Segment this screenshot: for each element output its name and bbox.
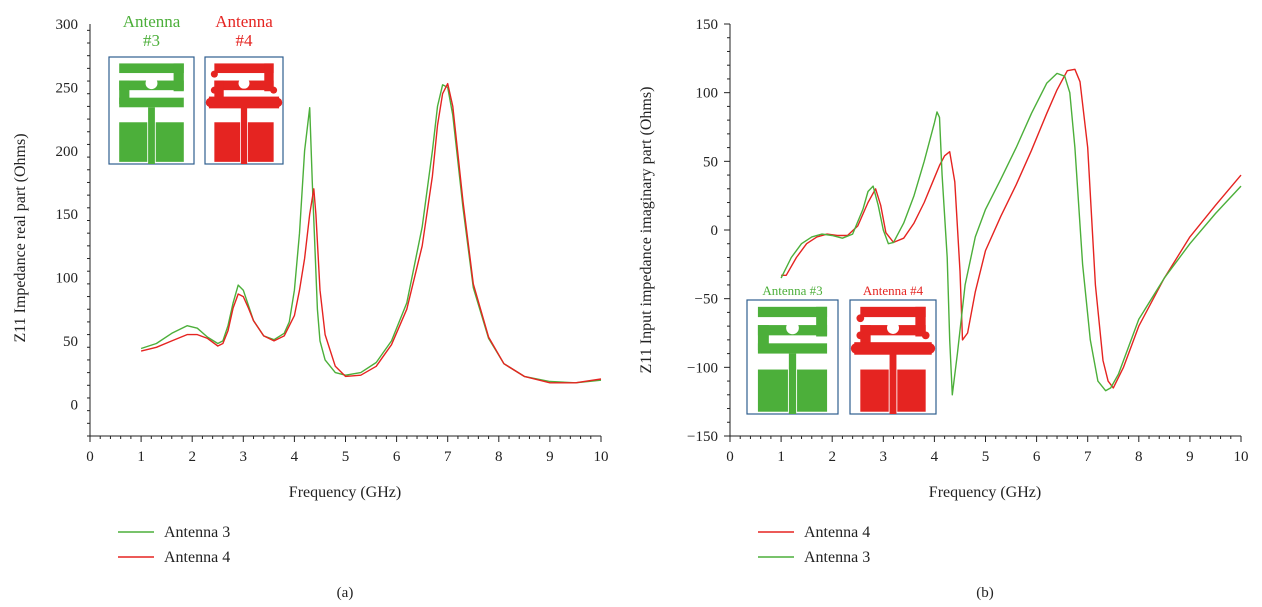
x-tick-label: 10 bbox=[594, 449, 609, 465]
chart-b-y-axis-label: Z11 Input impedance imaginary part (Ohms… bbox=[638, 87, 655, 374]
y-tick-label: −150 bbox=[687, 429, 718, 445]
series-line-antenna-4 bbox=[781, 68, 1242, 389]
y-tick-label: 50 bbox=[63, 334, 78, 350]
x-tick-label: 7 bbox=[444, 449, 452, 465]
chart-b-legend: Antenna 4 Antenna 3 bbox=[758, 524, 870, 566]
inset-title: Antenna #3 bbox=[762, 283, 822, 298]
chart-b-insets: Antenna #3 Antenna #4 bbox=[746, 283, 937, 415]
inset-title-line1: Antenna bbox=[123, 12, 181, 31]
x-tick-label: 8 bbox=[1135, 449, 1143, 465]
series-line-antenna-3 bbox=[140, 84, 602, 384]
antenna-inset-2: Antenna#4 bbox=[204, 12, 284, 165]
inset-title-line2: #4 bbox=[236, 31, 254, 50]
y-tick-label: 300 bbox=[56, 17, 79, 33]
inset-title: Antenna #4 bbox=[863, 283, 924, 298]
series-line-antenna-4 bbox=[140, 82, 602, 384]
x-tick-label: 10 bbox=[1234, 449, 1249, 465]
antenna-antenna3-icon bbox=[119, 63, 184, 164]
x-tick-label: 9 bbox=[546, 449, 554, 465]
x-tick-label: 2 bbox=[828, 449, 836, 465]
chart-b-axes: 0 1 2 3 4 5 6 7 8 9 10 −150 −100 −50 0 50 100 150 bbox=[687, 17, 1248, 465]
antenna-inset-2: Antenna #4 bbox=[849, 283, 937, 415]
chart-b-caption: (b) bbox=[976, 585, 994, 601]
x-tick-label: 9 bbox=[1186, 449, 1194, 465]
chart-a-legend: Antenna 3 Antenna 4 bbox=[118, 524, 230, 566]
legend-label: Antenna 4 bbox=[804, 524, 870, 541]
x-tick-label: 6 bbox=[1033, 449, 1041, 465]
y-tick-label: 100 bbox=[696, 86, 719, 102]
x-tick-label: 5 bbox=[342, 449, 350, 465]
inset-title-line2: #3 bbox=[143, 31, 160, 50]
inset-title-line1: Antenna bbox=[215, 12, 273, 31]
x-tick-label: 1 bbox=[777, 449, 785, 465]
y-tick-label: 100 bbox=[56, 271, 79, 287]
x-tick-label: 0 bbox=[86, 449, 94, 465]
antenna-antenna4-icon bbox=[205, 63, 283, 164]
antenna-inset-1: Antenna#3 bbox=[108, 12, 195, 165]
x-tick-label: 3 bbox=[240, 449, 248, 465]
chart-b: 0 1 2 3 4 5 6 7 8 9 10 −150 −100 −50 0 50 100 150 Frequen… bbox=[638, 17, 1249, 601]
legend-label: Antenna 4 bbox=[164, 549, 230, 566]
x-tick-label: 4 bbox=[291, 449, 299, 465]
chart-a-caption: (a) bbox=[337, 585, 354, 601]
y-tick-label: 250 bbox=[56, 80, 79, 96]
x-tick-label: 5 bbox=[982, 449, 990, 465]
y-tick-label: −50 bbox=[695, 292, 718, 308]
x-tick-label: 4 bbox=[931, 449, 939, 465]
chart-a-series bbox=[140, 82, 602, 384]
x-tick-label: 3 bbox=[880, 449, 888, 465]
x-tick-label: 8 bbox=[495, 449, 503, 465]
chart-b-x-axis-label: Frequency (GHz) bbox=[929, 484, 1041, 501]
x-tick-label: 0 bbox=[726, 449, 734, 465]
y-tick-label: 150 bbox=[696, 17, 719, 33]
antenna-inset-1: Antenna #3 bbox=[746, 283, 839, 415]
chart-b-series bbox=[780, 68, 1242, 396]
antenna-antenna3-icon bbox=[757, 306, 828, 414]
x-tick-label: 6 bbox=[393, 449, 401, 465]
x-tick-label: 1 bbox=[137, 449, 145, 465]
x-tick-label: 2 bbox=[188, 449, 196, 465]
series-line-antenna-3 bbox=[780, 72, 1242, 396]
legend-label: Antenna 3 bbox=[164, 524, 230, 541]
y-tick-label: 150 bbox=[56, 207, 79, 223]
x-tick-label: 7 bbox=[1084, 449, 1092, 465]
y-tick-label: 50 bbox=[703, 154, 718, 170]
y-tick-label: −100 bbox=[687, 360, 718, 376]
y-tick-label: 0 bbox=[71, 397, 79, 413]
chart-a-y-axis-label: Z11 Impedance real part (Ohms) bbox=[12, 133, 29, 342]
chart-a-x-axis-label: Frequency (GHz) bbox=[289, 484, 401, 501]
antenna-antenna4-icon bbox=[850, 306, 936, 414]
legend-label: Antenna 3 bbox=[804, 549, 870, 566]
y-tick-label: 200 bbox=[56, 144, 79, 160]
y-tick-label: 0 bbox=[711, 223, 719, 239]
